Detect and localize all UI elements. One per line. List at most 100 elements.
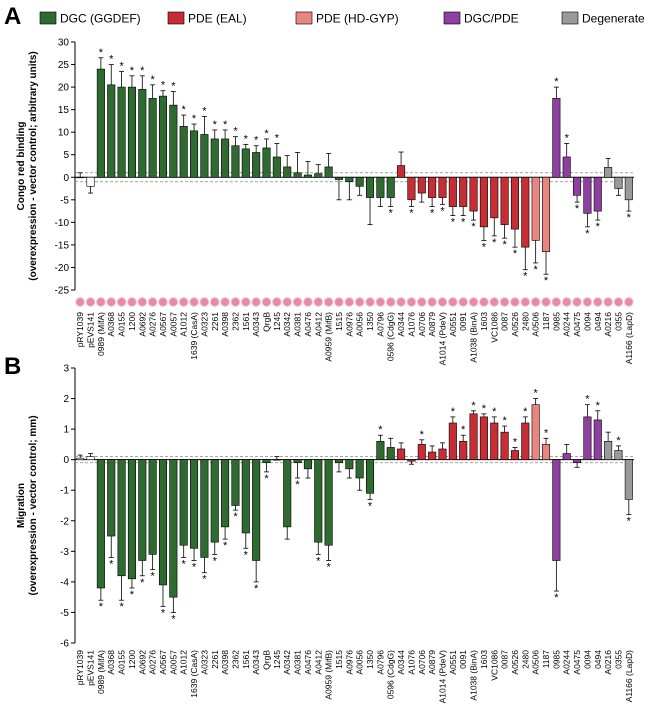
bar: [521, 176, 530, 248]
bar: [303, 174, 312, 178]
x-tick-label: A0056: [355, 650, 365, 675]
error-bar: [222, 526, 228, 540]
error-bar: [222, 129, 228, 139]
error-bar: [439, 442, 445, 449]
bar: [552, 98, 561, 178]
error-bar: [574, 195, 580, 203]
bar: [573, 459, 582, 464]
x-tick-label: A0381: [293, 312, 303, 337]
x-tick-label: 0985: [551, 650, 561, 669]
x-tick-label: A0323: [199, 312, 209, 337]
bar: [314, 173, 323, 178]
bar: [490, 422, 499, 460]
bar: [158, 95, 168, 178]
error-bar: [336, 462, 342, 473]
congo-red-spot: [520, 297, 531, 307]
significance-star: *: [451, 406, 456, 418]
congo-red-spot: [147, 297, 158, 307]
significance-star: *: [275, 132, 280, 144]
x-tick-label: A0692: [137, 312, 147, 337]
bar: [231, 459, 240, 506]
error-bar: [212, 542, 218, 555]
x-tick-label: 1639 (CasA): [189, 650, 199, 698]
significance-star: *: [202, 574, 207, 586]
legend-swatch: [561, 11, 579, 25]
error-bar: [615, 188, 621, 196]
bar: [96, 459, 105, 589]
x-tick-label: A0216: [603, 312, 613, 337]
error-bar: [564, 443, 570, 454]
error-bar: [605, 157, 611, 168]
significance-star: *: [223, 540, 228, 552]
bar: [531, 176, 540, 241]
congo-red-spot: [282, 297, 293, 307]
y-tick-label: -3: [60, 547, 69, 558]
bar: [417, 176, 426, 194]
error-bar: [181, 545, 187, 558]
congo-red-spot: [334, 297, 344, 307]
x-tick-label: A0323: [199, 650, 209, 675]
bar: [386, 447, 395, 460]
x-tick-label: 0596 (CdgG): [386, 650, 396, 699]
error-bar: [170, 597, 176, 613]
bar: [272, 459, 281, 461]
x-tick-label: A0959 (MifB): [324, 312, 334, 362]
y-tick-label: 1: [63, 425, 69, 436]
panel-label: A: [4, 3, 21, 30]
error-bar: [626, 199, 632, 212]
y-tick-label: -25: [55, 286, 70, 297]
x-tick-label: A0959 (MifB): [324, 650, 334, 700]
x-tick-label: 1561: [241, 650, 251, 669]
error-bar: [481, 226, 487, 241]
x-tick-label: pRY1039: [75, 650, 85, 686]
bar: [138, 459, 147, 561]
significance-star: *: [182, 558, 187, 570]
x-tick-label: A1012: [179, 650, 189, 675]
congo-red-spot: [499, 297, 510, 307]
x-tick-label: pEVS141: [86, 312, 96, 348]
significance-star: *: [171, 81, 176, 93]
error-bar: [191, 548, 197, 561]
bar: [531, 404, 540, 460]
x-tick-label: pEVS141: [86, 650, 96, 686]
significance-star: *: [109, 558, 114, 570]
bar: [407, 176, 416, 201]
bar: [293, 459, 302, 464]
congo-red-spot: [447, 297, 458, 307]
bar: [252, 152, 261, 178]
x-tick-label: A0343: [251, 312, 261, 337]
significance-star: *: [161, 80, 166, 92]
bar: [366, 176, 375, 198]
error-bar: [398, 442, 404, 449]
x-tick-label: 1350: [365, 312, 375, 331]
congo-red-spot: [489, 297, 500, 307]
bar: [604, 167, 613, 178]
bar: [334, 459, 343, 464]
x-tick-label: A0796: [375, 312, 385, 337]
error-bar: [615, 445, 621, 451]
error-bar: [295, 462, 301, 479]
bar: [510, 176, 519, 230]
error-bar: [502, 224, 508, 239]
x-tick-label: A0216: [603, 650, 613, 675]
y-tick-label: -20: [55, 263, 70, 274]
error-bar: [108, 64, 114, 85]
error-bar: [326, 545, 332, 561]
x-tick-label: 1187: [541, 650, 551, 669]
congo-red-spot: [292, 297, 303, 307]
x-tick-label: 1603: [479, 650, 489, 669]
bar: [241, 459, 250, 534]
x-tick-label: A0796: [375, 650, 385, 675]
congo-red-spot: [85, 297, 96, 307]
error-bar: [408, 199, 414, 207]
congo-red-spot: [582, 297, 593, 307]
x-tick-label: A1076: [406, 650, 416, 675]
bar: [293, 172, 302, 178]
legend-swatch: [167, 11, 185, 25]
x-tick-label: A0368: [106, 650, 116, 675]
bar: [334, 176, 343, 180]
legend-swatch: [443, 11, 461, 25]
bar: [355, 176, 364, 187]
significance-star: *: [616, 435, 621, 447]
congo-red-spot: [261, 297, 272, 307]
